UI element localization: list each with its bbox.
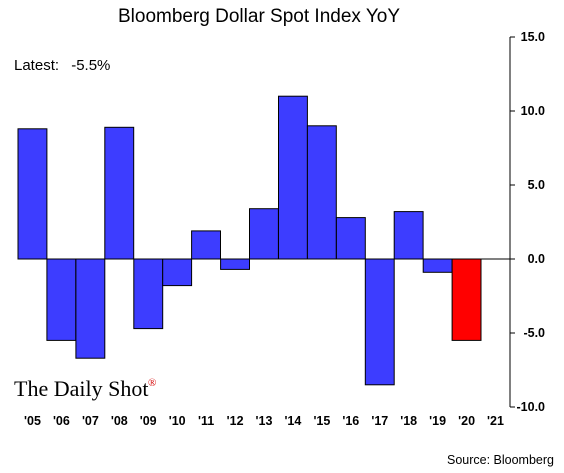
logo-text: The Daily Shot — [14, 376, 148, 401]
bar-14 — [278, 95, 308, 260]
bar-20 — [451, 258, 482, 341]
bar-09 — [133, 258, 164, 330]
x-tick-label: '17 — [371, 414, 388, 428]
latest-value: -5.5% — [71, 57, 110, 74]
bars-group — [17, 95, 482, 386]
x-tick-label: '10 — [169, 414, 186, 428]
bar-07 — [75, 258, 106, 359]
x-tick-label: '12 — [227, 414, 244, 428]
source-note: Source: Bloomberg — [447, 453, 554, 467]
x-tick-label: '21 — [487, 414, 504, 428]
logo: The Daily Shot ® — [14, 376, 156, 401]
bar-11 — [191, 230, 222, 260]
x-tick-label: '19 — [429, 414, 446, 428]
chart-title: Bloomberg Dollar Spot Index YoY — [118, 6, 400, 27]
bar-17 — [364, 258, 395, 386]
x-tick-label: '05 — [24, 414, 41, 428]
bar-05 — [17, 128, 48, 260]
x-tick-label: '08 — [111, 414, 128, 428]
x-tick-label: '15 — [313, 414, 330, 428]
latest-label: Latest: — [14, 57, 59, 74]
bar-10 — [162, 258, 193, 287]
y-tick-label: -10.0 — [517, 400, 546, 414]
logo-mark: ® — [148, 377, 156, 389]
y-tick-label: 10.0 — [521, 104, 545, 118]
x-tick-label: '20 — [458, 414, 475, 428]
bar-12 — [220, 258, 251, 270]
bar-13 — [249, 208, 279, 260]
x-tick-label: '06 — [53, 414, 70, 428]
x-tick-label: '16 — [342, 414, 359, 428]
x-tick-label: '13 — [256, 414, 273, 428]
x-tick-label: '18 — [400, 414, 417, 428]
y-tick-label: 0.0 — [528, 252, 545, 266]
bar-19 — [422, 258, 453, 273]
bar-08 — [104, 126, 135, 260]
y-tick-label: -5.0 — [523, 326, 545, 340]
bar-15 — [306, 125, 337, 260]
x-tick-label: '11 — [198, 414, 214, 428]
x-ticks-group: '05 '06 '07 '08 '09 '10 '11 '12 '13 '14 '15 '16 '17 '… — [24, 414, 504, 428]
bar-18 — [393, 211, 424, 260]
bar-06 — [46, 258, 77, 341]
latest-annotation: Latest: -5.5% — [14, 57, 110, 74]
x-tick-label: '14 — [284, 414, 301, 428]
y-tick-label: 15.0 — [521, 30, 545, 44]
x-tick-label: '07 — [82, 414, 99, 428]
y-ticks-group: 15.0 10.0 5.0 0.0 -5.0 -10.0 — [510, 30, 545, 414]
x-tick-label: '09 — [140, 414, 157, 428]
y-tick-label: 5.0 — [528, 178, 545, 192]
bar-16 — [335, 217, 366, 260]
